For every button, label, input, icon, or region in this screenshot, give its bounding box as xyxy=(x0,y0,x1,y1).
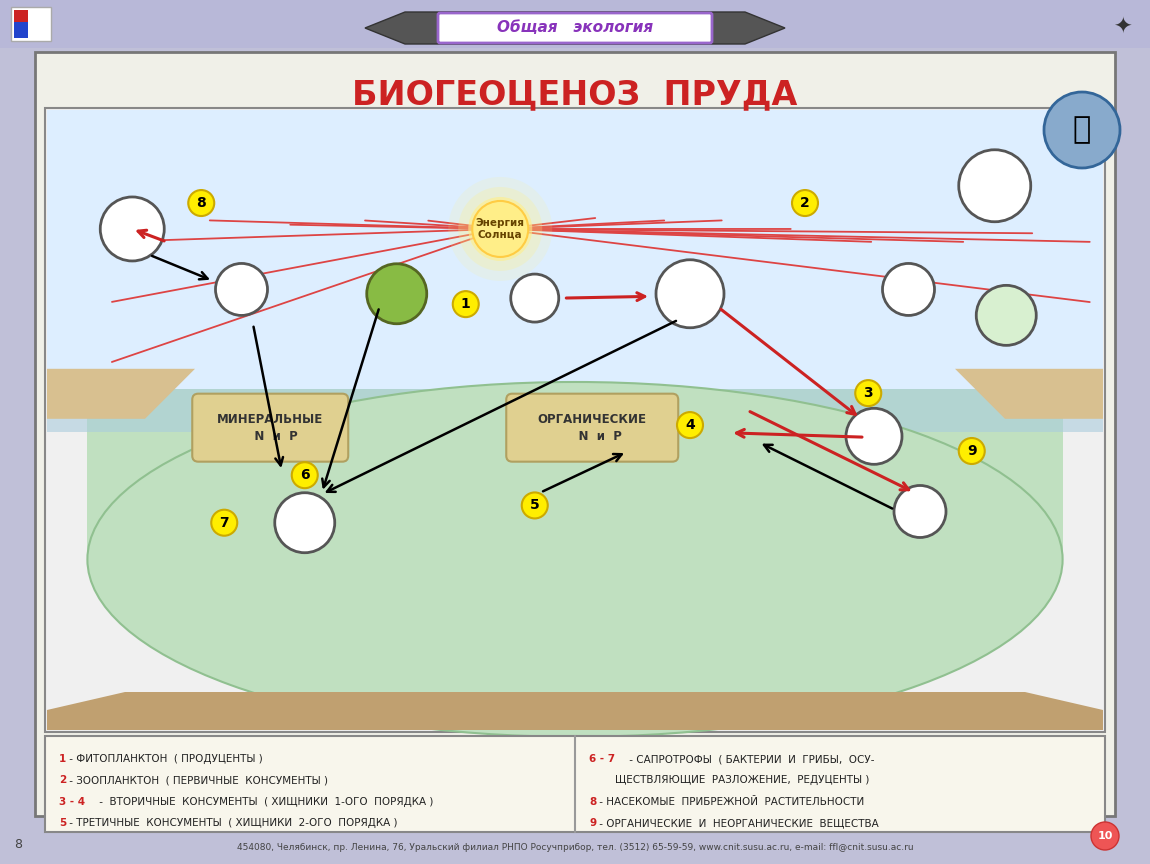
Circle shape xyxy=(453,291,478,317)
FancyBboxPatch shape xyxy=(12,7,51,41)
Circle shape xyxy=(1091,822,1119,850)
Text: 2: 2 xyxy=(800,196,810,210)
Circle shape xyxy=(215,264,268,315)
Circle shape xyxy=(292,462,317,488)
Ellipse shape xyxy=(87,382,1063,737)
Polygon shape xyxy=(14,10,28,22)
Text: 3: 3 xyxy=(864,386,873,400)
Polygon shape xyxy=(954,369,1103,419)
FancyBboxPatch shape xyxy=(506,394,678,461)
Polygon shape xyxy=(47,369,196,419)
Circle shape xyxy=(448,177,552,281)
Circle shape xyxy=(856,380,881,406)
Circle shape xyxy=(976,285,1036,346)
Text: 🌍: 🌍 xyxy=(1073,116,1091,144)
Circle shape xyxy=(522,492,547,518)
Polygon shape xyxy=(47,389,1103,433)
Circle shape xyxy=(959,149,1030,222)
Text: - НАСЕКОМЫЕ  ПРИБРЕЖНОЙ  РАСТИТЕЛЬНОСТИ: - НАСЕКОМЫЕ ПРИБРЕЖНОЙ РАСТИТЕЛЬНОСТИ xyxy=(597,797,865,807)
Polygon shape xyxy=(0,0,1150,48)
FancyBboxPatch shape xyxy=(438,13,712,43)
Text: 3 - 4: 3 - 4 xyxy=(59,797,85,807)
Polygon shape xyxy=(47,110,1103,389)
Text: МИНЕРАЛЬНЫЕ
   N  и  Р: МИНЕРАЛЬНЫЕ N и Р xyxy=(217,413,323,442)
Circle shape xyxy=(367,264,427,324)
Circle shape xyxy=(212,510,237,536)
Text: БИОГЕОЦЕНОЗ  ПРУДА: БИОГЕОЦЕНОЗ ПРУДА xyxy=(352,79,798,111)
Text: - ФИТОПЛАНКТОН  ( ПРОДУЦЕНТЫ ): - ФИТОПЛАНКТОН ( ПРОДУЦЕНТЫ ) xyxy=(67,754,263,764)
Polygon shape xyxy=(365,12,785,44)
Text: 7: 7 xyxy=(220,516,229,530)
Text: 4: 4 xyxy=(685,418,695,432)
Text: 8: 8 xyxy=(589,797,596,807)
Circle shape xyxy=(792,190,818,216)
Circle shape xyxy=(882,264,935,315)
Text: - ОРГАНИЧЕСКИЕ  И  НЕОРГАНИЧЕСКИЕ  ВЕЩЕСТВА: - ОРГАНИЧЕСКИЕ И НЕОРГАНИЧЕСКИЕ ВЕЩЕСТВА xyxy=(597,818,880,828)
Text: Энергия
Солнца: Энергия Солнца xyxy=(476,219,524,240)
Text: - САПРОТРОФЫ  ( БАКТЕРИИ  И  ГРИБЫ,  ОСУ-: - САПРОТРОФЫ ( БАКТЕРИИ И ГРИБЫ, ОСУ- xyxy=(627,754,875,764)
Text: Общая   экология: Общая экология xyxy=(497,21,653,35)
FancyBboxPatch shape xyxy=(192,394,348,461)
Polygon shape xyxy=(87,389,1063,559)
Text: - ТРЕТИЧНЫЕ  КОНСУМЕНТЫ  ( ХИЩНИКИ  2-ОГО  ПОРЯДКА ): - ТРЕТИЧНЫЕ КОНСУМЕНТЫ ( ХИЩНИКИ 2-ОГО П… xyxy=(67,818,398,828)
Circle shape xyxy=(846,409,902,464)
Circle shape xyxy=(458,187,543,271)
Circle shape xyxy=(959,438,984,464)
Circle shape xyxy=(511,274,559,322)
Text: 1: 1 xyxy=(59,754,67,764)
Text: 9: 9 xyxy=(589,818,596,828)
Circle shape xyxy=(677,412,703,438)
Circle shape xyxy=(468,197,532,261)
Text: 8: 8 xyxy=(197,196,206,210)
Polygon shape xyxy=(45,108,1105,732)
Circle shape xyxy=(275,492,335,553)
Polygon shape xyxy=(47,692,1103,730)
Text: ✦: ✦ xyxy=(1113,18,1132,38)
Text: 454080, Челябинск, пр. Ленина, 76, Уральский филиал РНПО Росучприбор, тел. (3512: 454080, Челябинск, пр. Ленина, 76, Ураль… xyxy=(237,843,913,853)
Circle shape xyxy=(473,201,528,257)
Circle shape xyxy=(1044,92,1120,168)
Text: ОРГАНИЧЕСКИЕ
    N  и  Р: ОРГАНИЧЕСКИЕ N и Р xyxy=(538,413,646,442)
Circle shape xyxy=(656,260,724,327)
Text: -  ВТОРИЧНЫЕ  КОНСУМЕНТЫ  ( ХИЩНИКИ  1-ОГО  ПОРЯДКА ): - ВТОРИЧНЫЕ КОНСУМЕНТЫ ( ХИЩНИКИ 1-ОГО П… xyxy=(97,797,434,807)
Text: 1: 1 xyxy=(461,297,470,311)
Text: 6: 6 xyxy=(300,468,309,482)
Text: 10: 10 xyxy=(1097,831,1113,841)
Polygon shape xyxy=(45,736,1105,832)
Text: 8: 8 xyxy=(14,837,22,850)
Text: 9: 9 xyxy=(967,444,976,458)
Circle shape xyxy=(189,190,214,216)
Text: 2: 2 xyxy=(59,775,67,785)
Circle shape xyxy=(894,486,946,537)
Text: 5: 5 xyxy=(530,499,539,512)
Text: 5: 5 xyxy=(59,818,67,828)
Text: 6 - 7: 6 - 7 xyxy=(589,754,615,764)
Polygon shape xyxy=(34,52,1116,816)
Polygon shape xyxy=(14,22,28,38)
Text: ЩЕСТВЛЯЮЩИЕ  РАЗЛОЖЕНИЕ,  РЕДУЦЕНТЫ ): ЩЕСТВЛЯЮЩИЕ РАЗЛОЖЕНИЕ, РЕДУЦЕНТЫ ) xyxy=(589,775,869,785)
Circle shape xyxy=(100,197,164,261)
Text: - ЗООПЛАНКТОН  ( ПЕРВИЧНЫЕ  КОНСУМЕНТЫ ): - ЗООПЛАНКТОН ( ПЕРВИЧНЫЕ КОНСУМЕНТЫ ) xyxy=(67,775,329,785)
